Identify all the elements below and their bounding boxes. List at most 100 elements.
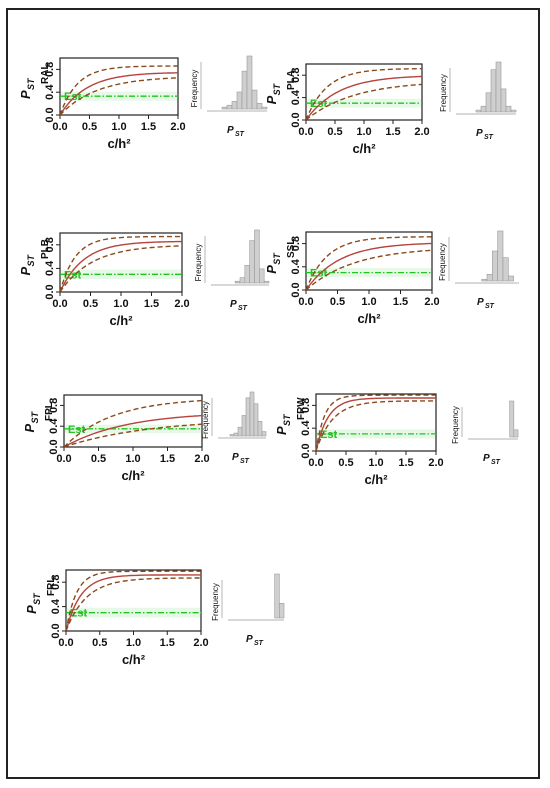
- curve-upper: [305, 236, 432, 291]
- hist-bar: [481, 279, 488, 282]
- x-tick-label: 0.5: [330, 296, 345, 308]
- y-tick-label: 0.0: [48, 439, 60, 454]
- hist-bar: [500, 88, 507, 113]
- hist-bar: [490, 69, 497, 113]
- x-tick-label: 2.0: [424, 296, 439, 308]
- panel-label: SSL: [286, 239, 297, 258]
- histogram: Frequency P ST: [439, 61, 517, 141]
- x-tick-label: 1.5: [398, 457, 413, 469]
- panel-label: PLB: [40, 239, 51, 259]
- curve-median: [63, 414, 203, 448]
- hist-bar: [231, 101, 238, 110]
- hist-y-label: Frequency: [190, 70, 199, 108]
- hist-bar: [492, 250, 498, 282]
- y-axis-label: PST: [18, 77, 36, 99]
- x-tick-label: 1.0: [113, 298, 128, 310]
- histogram: Frequency P ST: [201, 391, 267, 465]
- hist-x-label-main: P: [476, 128, 483, 139]
- hist-y-label: Frequency: [211, 583, 220, 621]
- x-tick-label: 1.0: [356, 126, 371, 138]
- y-tick-label: 0.8: [44, 237, 56, 252]
- x-tick-label: 1.5: [141, 121, 156, 133]
- hist-bar: [251, 89, 258, 110]
- y-axis-label: PST: [274, 413, 292, 435]
- curve-lower: [305, 249, 433, 291]
- est-label: Est: [68, 424, 85, 436]
- hist-bar: [274, 573, 280, 619]
- hist-x-label-sub: ST: [238, 305, 248, 312]
- curve-median: [305, 242, 433, 291]
- hist-bar: [226, 104, 233, 110]
- hist-bar: [234, 280, 241, 284]
- x-axis-label: c/h²: [109, 313, 133, 328]
- hist-x-label-main: P: [232, 452, 239, 463]
- hist-x-label-sub: ST: [254, 640, 264, 647]
- hist-bar: [508, 275, 514, 282]
- hist-bar: [485, 92, 492, 113]
- y-tick-label: 0.0: [44, 284, 56, 299]
- y-axis-label-main: P: [18, 266, 33, 275]
- x-tick-label: 2.0: [428, 457, 443, 469]
- histogram: Frequency P ST: [190, 55, 268, 138]
- x-tick-label: 0.0: [298, 126, 313, 138]
- curve-lower: [315, 400, 436, 452]
- y-tick-label: 0.0: [290, 112, 302, 127]
- x-tick-label: 2.0: [174, 298, 189, 310]
- curve-median: [65, 574, 201, 632]
- x-tick-label: 1.5: [144, 298, 159, 310]
- y-tick-label: 0.8: [300, 398, 312, 413]
- hist-bar: [249, 391, 255, 437]
- hist-bar: [510, 109, 517, 113]
- y-axis-label: PST: [22, 410, 40, 432]
- hist-bar: [261, 431, 267, 437]
- hist-bar: [480, 105, 487, 113]
- hist-bar: [279, 603, 285, 619]
- y-tick-label: 0.8: [50, 575, 62, 590]
- hist-bar: [253, 403, 259, 437]
- hist-bar: [256, 103, 263, 110]
- hist-x-label-main: P: [246, 634, 253, 645]
- hist-bar: [263, 280, 270, 284]
- y-tick-label: 0.8: [48, 398, 60, 413]
- x-tick-label: 1.5: [385, 126, 400, 138]
- hist-y-label: Frequency: [194, 244, 203, 282]
- curve-lower: [305, 83, 423, 121]
- hist-bar: [497, 230, 504, 282]
- x-tick-label: 1.0: [111, 121, 126, 133]
- x-tick-label: 0.5: [82, 121, 97, 133]
- y-tick-label: 0.0: [300, 443, 312, 458]
- x-axis-label: c/h²: [357, 311, 381, 326]
- hist-x-label-sub: ST: [240, 458, 250, 465]
- x-tick-label: 0.0: [298, 296, 313, 308]
- curve-upper: [65, 570, 201, 632]
- y-axis-label-main: P: [264, 95, 279, 104]
- hist-x-label-main: P: [483, 453, 490, 464]
- curve-median: [305, 75, 423, 121]
- hist-x-label-sub: ST: [491, 459, 501, 466]
- hist-y-label: Frequency: [451, 406, 460, 444]
- y-axis-label-main: P: [22, 423, 37, 432]
- hist-bar: [237, 426, 243, 437]
- x-tick-label: 0.5: [91, 453, 106, 465]
- hist-bar: [254, 229, 260, 284]
- hist-x-label-sub: ST: [485, 303, 495, 310]
- y-axis-label-sub: ST: [26, 253, 36, 266]
- curve-lower: [59, 77, 179, 116]
- curve-lower: [59, 245, 182, 293]
- histogram: Frequency P ST: [438, 230, 519, 310]
- x-tick-label: 1.0: [126, 637, 141, 649]
- y-axis-label-main: P: [264, 265, 279, 274]
- hist-x-label-main: P: [227, 125, 234, 136]
- x-tick-label: 1.0: [361, 296, 376, 308]
- y-axis-label-sub: ST: [272, 252, 282, 265]
- x-axis-label: c/h²: [122, 652, 146, 667]
- panel-label: FRL: [46, 577, 57, 596]
- panel-label: PLA: [286, 70, 297, 90]
